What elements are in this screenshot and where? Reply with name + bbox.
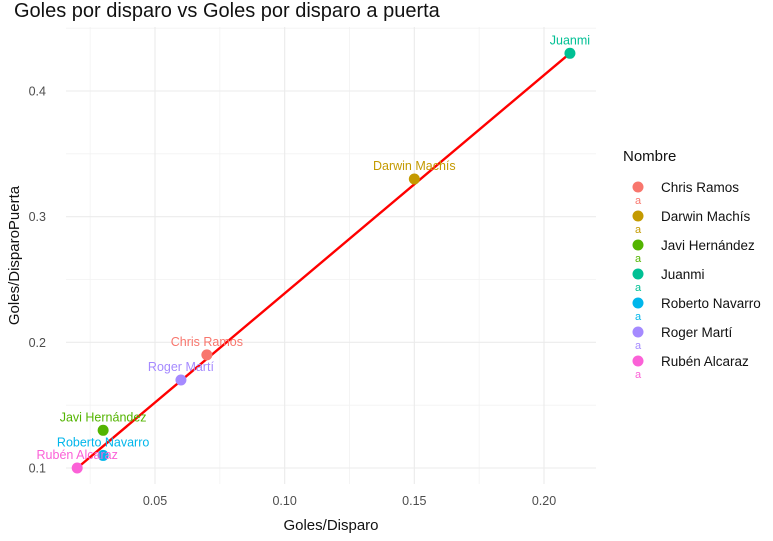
legend-label: Darwin Machís bbox=[661, 209, 751, 224]
data-point bbox=[564, 47, 576, 59]
point-label: Juanmi bbox=[550, 33, 590, 47]
point-label: Javi Hernández bbox=[60, 410, 147, 424]
legend-label: Javi Hernández bbox=[661, 238, 755, 253]
x-tick-label: 0.05 bbox=[143, 494, 167, 508]
legend-title: Nombre bbox=[623, 148, 676, 165]
legend-key-glyph: a bbox=[635, 224, 642, 236]
legend-label: Juanmi bbox=[661, 267, 705, 282]
legend-key-glyph: a bbox=[635, 369, 642, 381]
legend-key-point bbox=[632, 355, 644, 367]
legend-key-point bbox=[632, 210, 644, 222]
point-label: Rubén Alcaraz bbox=[37, 448, 118, 462]
point-label: Roberto Navarro bbox=[57, 435, 149, 449]
point-label: Chris Ramos bbox=[171, 335, 243, 349]
legend-label: Rubén Alcaraz bbox=[661, 354, 749, 369]
data-point bbox=[175, 374, 187, 386]
y-tick-label: 0.2 bbox=[29, 336, 46, 350]
data-point bbox=[408, 173, 420, 185]
x-tick-label: 0.20 bbox=[532, 494, 556, 508]
y-tick-label: 0.3 bbox=[29, 210, 46, 224]
legend-label: Roger Martí bbox=[661, 325, 733, 340]
y-axis-title: Goles/DisparoPuerta bbox=[6, 185, 23, 325]
chart-title: Goles por disparo vs Goles por disparo a… bbox=[14, 0, 440, 22]
point-label: Roger Martí bbox=[148, 360, 215, 374]
legend-key-point bbox=[632, 297, 644, 309]
legend-label: Roberto Navarro bbox=[661, 296, 761, 311]
legend-key-point bbox=[632, 239, 644, 251]
trend-line bbox=[76, 52, 571, 469]
data-point bbox=[97, 424, 109, 436]
legend-label: Chris Ramos bbox=[661, 180, 739, 195]
y-tick-label: 0.4 bbox=[29, 85, 46, 99]
legend-key-point bbox=[632, 181, 644, 193]
data-point bbox=[201, 349, 213, 361]
legend-key-glyph: a bbox=[635, 282, 642, 294]
x-axis-title: Goles/Disparo bbox=[283, 517, 378, 534]
data-point bbox=[97, 449, 109, 461]
legend-key-glyph: a bbox=[635, 195, 642, 207]
legend-key-point bbox=[632, 326, 644, 338]
legend-key-glyph: a bbox=[635, 253, 642, 265]
y-tick-label: 0.1 bbox=[29, 462, 46, 476]
data-point bbox=[71, 462, 83, 474]
x-tick-label: 0.15 bbox=[402, 494, 426, 508]
legend-key-glyph: a bbox=[635, 340, 642, 352]
x-tick-label: 0.10 bbox=[272, 494, 296, 508]
point-label: Darwin Machís bbox=[373, 159, 456, 173]
legend-key-point bbox=[632, 268, 644, 280]
legend-key-glyph: a bbox=[635, 311, 642, 323]
